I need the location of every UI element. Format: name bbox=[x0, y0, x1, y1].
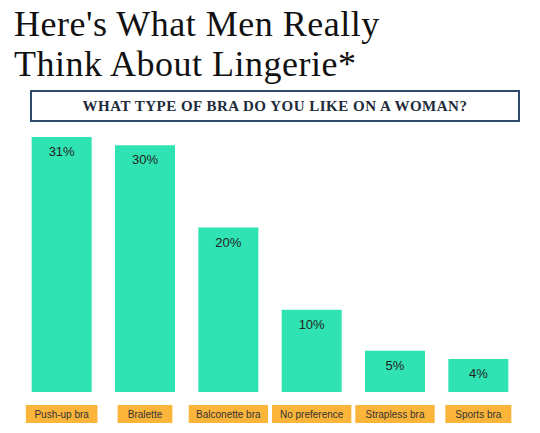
svg-text:5%: 5% bbox=[386, 358, 405, 373]
svg-text:No preference: No preference bbox=[280, 409, 344, 420]
svg-text:Push-up bra: Push-up bra bbox=[34, 409, 89, 420]
html-text:Here's What Men Really Think A: Here's What Men Really Think About Linge… bbox=[14, 4, 380, 84]
svg-text:31%: 31% bbox=[49, 144, 75, 159]
html-text:WHAT TYPE OF BRA DO YOU LIKE O: WHAT TYPE OF BRA DO YOU LIKE ON A WOMAN? bbox=[82, 97, 468, 114]
svg-text:10%: 10% bbox=[299, 317, 325, 332]
svg-text:Balconette bra: Balconette bra bbox=[196, 409, 261, 420]
svg-text:4%: 4% bbox=[469, 366, 488, 381]
svg-text:30%: 30% bbox=[132, 152, 158, 167]
svg-text:Strapless bra: Strapless bra bbox=[366, 409, 425, 420]
svg-text:Sports bra: Sports bra bbox=[455, 409, 502, 420]
svg-text:Bralette: Bralette bbox=[128, 409, 163, 420]
svg-text:20%: 20% bbox=[215, 235, 241, 250]
